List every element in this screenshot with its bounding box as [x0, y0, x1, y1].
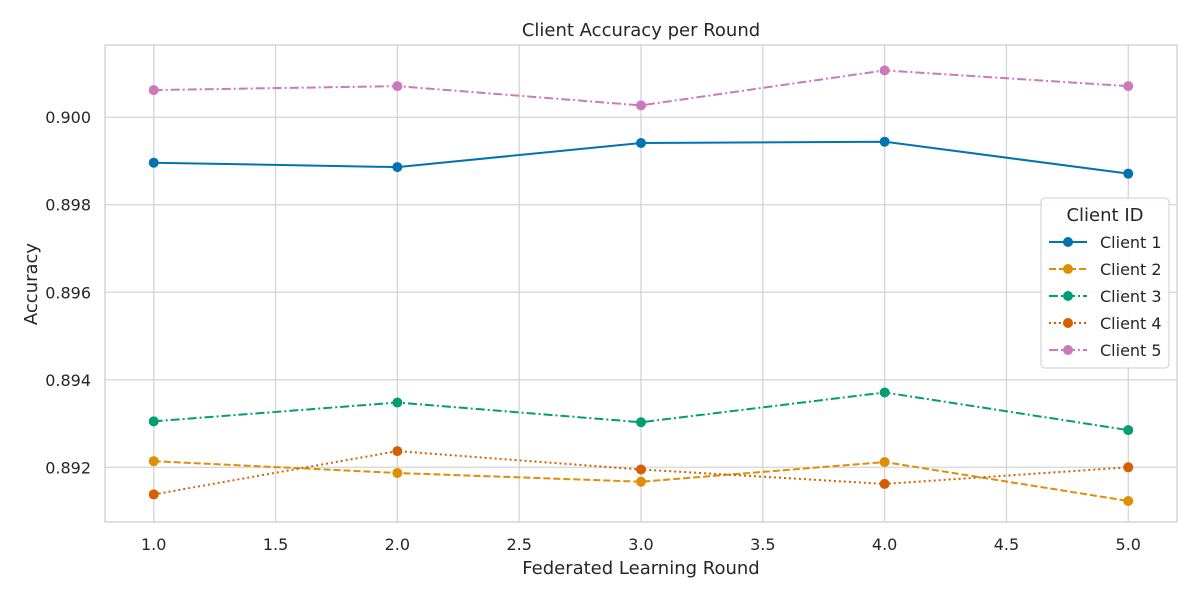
data-point-client-5	[879, 65, 890, 76]
data-point-client-5	[148, 85, 159, 96]
legend-label-client-5: Client 5	[1100, 341, 1162, 360]
legend-box	[1040, 197, 1170, 369]
legend-label-client-1: Client 1	[1100, 233, 1162, 252]
data-point-client-1	[392, 162, 403, 173]
x-tick-label: 3.5	[750, 535, 775, 554]
data-point-client-4	[1123, 462, 1134, 473]
x-tick-label: 1.5	[263, 535, 288, 554]
data-point-client-2	[1123, 495, 1134, 506]
legend-label-client-4: Client 4	[1100, 314, 1162, 333]
x-tick-label: 1.0	[141, 535, 166, 554]
x-tick-label: 4.0	[872, 535, 897, 554]
data-point-client-2	[148, 456, 159, 467]
y-axis-label: Accuracy	[21, 243, 42, 326]
x-tick-label: 4.5	[994, 535, 1019, 554]
chart-title: Client Accuracy per Round	[522, 20, 760, 41]
x-tick-label: 5.0	[1116, 535, 1141, 554]
plot-frame	[104, 44, 1178, 523]
x-tick-label: 2.5	[506, 535, 531, 554]
data-point-client-2	[636, 476, 646, 487]
data-point-client-1	[1123, 168, 1134, 179]
y-axis-ticks: 0.892 0.894 0.896 0.898 0.900	[45, 108, 91, 477]
data-point-client-1	[148, 157, 159, 168]
legend-label-client-3: Client 3	[1100, 287, 1162, 306]
x-axis-ticks: 1.0 1.5 2.0 2.5 3.0 3.5 4.0 4.5 5.0	[141, 535, 1141, 554]
legend-marker-client-5	[1063, 345, 1073, 355]
data-point-client-3	[1123, 425, 1134, 436]
data-point-client-2	[879, 457, 890, 468]
y-tick-label: 0.892	[45, 458, 91, 477]
legend-marker-client-2	[1063, 264, 1073, 274]
y-tick-label: 0.894	[45, 371, 91, 390]
x-axis-label: Federated Learning Round	[522, 558, 759, 579]
y-tick-label: 0.896	[45, 283, 91, 302]
series-line-client-2	[153, 460, 1129, 502]
grid-lines	[105, 45, 1177, 522]
y-tick-label: 0.900	[45, 108, 91, 127]
series-lines	[148, 65, 1134, 506]
legend-marker-client-4	[1063, 318, 1073, 328]
data-point-client-4	[392, 446, 403, 457]
legend-items: Client 1 Client 2 Client 3 Client 4 Client 5	[1049, 233, 1162, 360]
data-point-client-1	[636, 138, 646, 149]
data-point-client-4	[636, 464, 646, 475]
x-tick-label: 2.0	[385, 535, 410, 554]
legend-marker-client-3	[1063, 291, 1073, 301]
data-point-client-5	[392, 81, 403, 92]
data-point-client-3	[148, 416, 159, 427]
legend-label-client-2: Client 2	[1100, 260, 1162, 279]
data-point-client-5	[636, 100, 646, 111]
y-tick-label: 0.898	[45, 196, 91, 215]
data-point-client-3	[392, 397, 403, 408]
data-point-client-5	[1123, 81, 1134, 92]
legend-title: Client ID	[1066, 205, 1143, 226]
data-point-client-2	[392, 467, 403, 478]
data-point-client-3	[879, 387, 890, 398]
data-point-client-3	[636, 417, 646, 428]
data-point-client-1	[879, 136, 890, 147]
data-point-client-4	[879, 478, 890, 489]
legend-marker-client-1	[1063, 237, 1073, 247]
x-tick-label: 3.0	[628, 535, 653, 554]
data-point-client-4	[148, 489, 159, 500]
